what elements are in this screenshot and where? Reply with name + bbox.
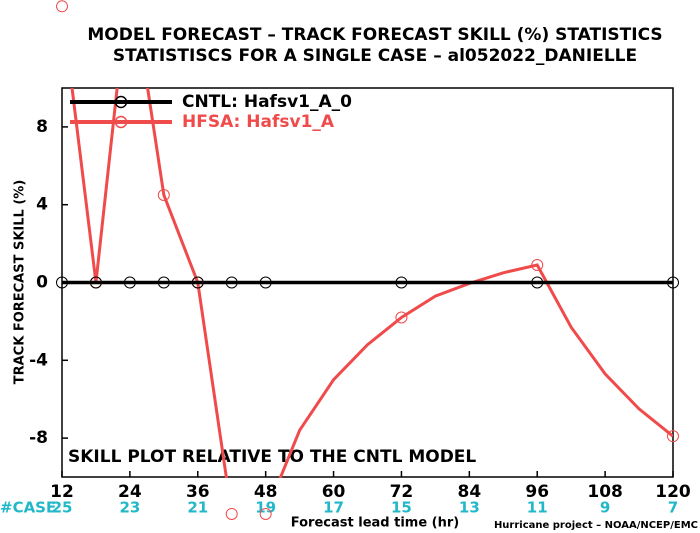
data-point [123, 276, 136, 289]
x-tick-label: 96 [525, 482, 549, 502]
plot-clip [62, 88, 673, 478]
x-tick-label: 24 [118, 482, 142, 502]
data-point [531, 258, 544, 271]
data-point [667, 276, 679, 289]
data-point [191, 276, 204, 289]
y-tick-label: 0 [36, 273, 48, 293]
x-tick-label: 48 [254, 482, 278, 502]
y-tick-label: 4 [36, 195, 48, 215]
case-count: 21 [187, 499, 208, 517]
data-point [259, 507, 272, 520]
x-tick-label: 60 [322, 482, 346, 502]
chart-title: MODEL FORECAST – TRACK FORECAST SKILL (%… [87, 25, 662, 45]
legend-label: HFSA: Hafsv1_A [182, 112, 335, 132]
annotation: SKILL PLOT RELATIVE TO THE CNTL MODEL [68, 447, 476, 467]
legend-label: CNTL: Hafsv1_A_0 [182, 92, 352, 112]
data-point [667, 430, 679, 443]
case-count: 9 [600, 499, 610, 517]
data-point [157, 276, 170, 289]
y-tick-label: 8 [36, 117, 48, 137]
data-point [225, 276, 238, 289]
data-point [531, 276, 544, 289]
data-point [56, 276, 68, 289]
data-point [56, 0, 68, 13]
case-count: 15 [391, 499, 412, 517]
y-tick-label: -4 [29, 350, 48, 370]
x-tick-label: 36 [186, 482, 210, 502]
case-count: 7 [668, 499, 678, 517]
x-tick-label: 72 [390, 482, 414, 502]
data-point [395, 311, 408, 324]
x-tick-label: 108 [587, 482, 623, 502]
legend-marker [114, 95, 128, 109]
case-count: 17 [323, 499, 344, 517]
data-point [395, 276, 408, 289]
case-count: 11 [527, 499, 548, 517]
case-label: #CASE [0, 499, 56, 517]
x-tick-label: 84 [457, 482, 481, 502]
x-axis-label: Forecast lead time (hr) [291, 516, 459, 531]
case-count: 13 [459, 499, 480, 517]
data-point [89, 276, 102, 289]
y-tick-label: -8 [29, 428, 48, 448]
case-count: 23 [119, 499, 140, 517]
credit: Hurricane project – NOAA/NCEP/EMC [494, 520, 698, 531]
data-point [157, 188, 170, 201]
data-point [225, 507, 238, 520]
chart-subtitle: STATISTISCS FOR A SINGLE CASE – al052022… [113, 46, 637, 66]
case-count: 25 [52, 499, 73, 517]
data-point [259, 276, 272, 289]
case-count: 19 [255, 499, 276, 517]
y-axis-label: TRACK FORECAST SKILL (%) [13, 180, 28, 385]
x-tick-label: 12 [50, 482, 74, 502]
legend-marker [114, 115, 128, 129]
x-tick-label: 120 [655, 482, 691, 502]
series-line [70, 88, 673, 478]
